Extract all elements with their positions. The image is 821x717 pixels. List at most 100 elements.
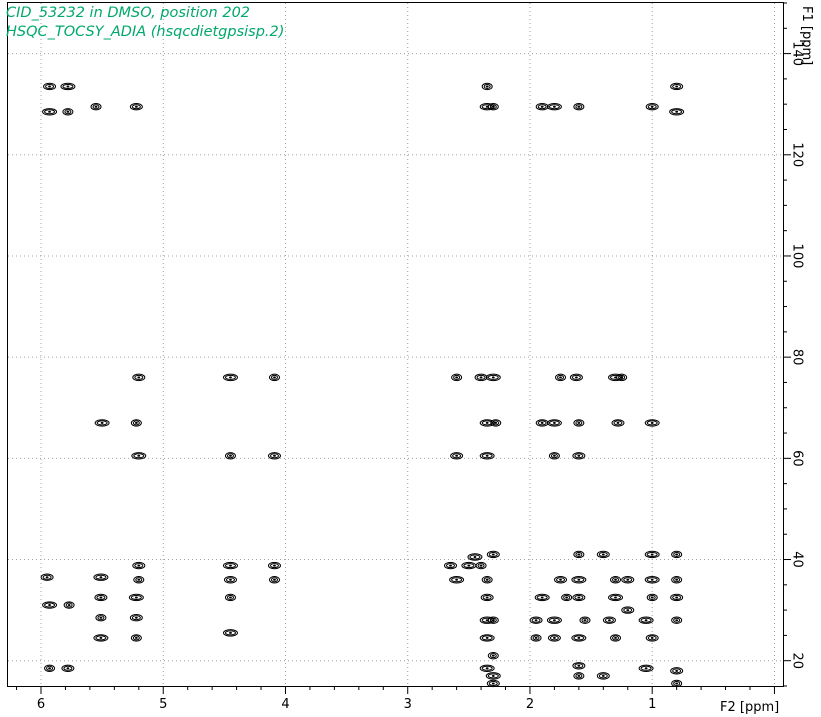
peak-contour bbox=[644, 550, 660, 559]
peak-contours bbox=[40, 82, 685, 688]
spectrum-title-line-1: CID_53232 in DMSO, position 202 bbox=[6, 5, 251, 21]
x-tick-label: 3 bbox=[404, 697, 412, 712]
peak-contour bbox=[602, 616, 616, 624]
peak-contour bbox=[645, 103, 659, 111]
peak-contour bbox=[267, 561, 281, 570]
peak-contour bbox=[62, 108, 74, 116]
peak-contour bbox=[223, 576, 237, 584]
peak-contour bbox=[571, 576, 587, 584]
x-tick-label: 5 bbox=[159, 697, 167, 712]
peak-contour bbox=[474, 373, 488, 382]
peak-contour bbox=[42, 601, 58, 609]
peak-contour bbox=[267, 452, 281, 460]
peak-contour bbox=[449, 576, 465, 584]
peak-contour bbox=[669, 108, 685, 116]
peak-contour bbox=[481, 576, 493, 584]
peak-contour bbox=[487, 651, 499, 660]
peak-contour bbox=[93, 634, 109, 642]
peak-contour bbox=[486, 679, 500, 688]
peak-contour bbox=[43, 82, 57, 91]
y-tick-label: 120 bbox=[789, 142, 804, 167]
peak-contour bbox=[479, 452, 495, 460]
peak-contour bbox=[561, 593, 573, 602]
peak-contour bbox=[268, 373, 280, 382]
peak-contour bbox=[616, 373, 628, 382]
peak-contour bbox=[60, 82, 76, 91]
peak-contour bbox=[224, 452, 236, 460]
x-axis-label: F2 [ppm] bbox=[720, 700, 779, 715]
peak-contour bbox=[671, 616, 683, 624]
peak-contour bbox=[129, 103, 143, 111]
peak-contour bbox=[451, 373, 463, 382]
x-tick-label: 1 bbox=[648, 697, 656, 712]
peak-contour bbox=[461, 561, 477, 570]
peak-contour bbox=[572, 593, 586, 602]
peak-contour bbox=[638, 616, 654, 624]
peak-contour bbox=[596, 550, 610, 559]
peak-contour bbox=[61, 664, 75, 672]
peak-contour bbox=[608, 593, 624, 602]
peak-contour bbox=[610, 576, 622, 584]
peak-contour bbox=[548, 452, 560, 460]
peak-contour bbox=[670, 667, 684, 675]
peak-contour bbox=[572, 452, 586, 460]
y-tick-label: 100 bbox=[789, 244, 804, 269]
peak-contour bbox=[535, 103, 549, 111]
peak-contour bbox=[129, 614, 143, 622]
plot-frame bbox=[7, 2, 784, 687]
y-tick-label: 140 bbox=[789, 41, 804, 66]
spectrum-title-line-2: HSQC_TOCSY_ADIA (hsqcdietgpsisp.2) bbox=[6, 24, 285, 40]
x-tick-label: 6 bbox=[37, 697, 45, 712]
peak-contour bbox=[90, 103, 102, 111]
peak-contour bbox=[573, 419, 585, 427]
peak-contour bbox=[644, 576, 660, 584]
y-tick-label: 20 bbox=[789, 652, 804, 669]
peak-contour bbox=[569, 373, 583, 382]
peak-contour bbox=[644, 419, 660, 427]
peak-contour bbox=[481, 82, 493, 91]
peak-contour bbox=[646, 593, 658, 602]
peak-contour bbox=[571, 634, 587, 642]
y-tick-label: 80 bbox=[789, 349, 804, 366]
peak-contour bbox=[222, 561, 238, 570]
peak-contour bbox=[94, 419, 110, 427]
peak-contour bbox=[40, 573, 54, 581]
peak-contour bbox=[444, 561, 458, 570]
peak-contour bbox=[546, 103, 562, 111]
peak-contour bbox=[671, 550, 683, 559]
y-axis-ticks: 20 40 60 80 100 120 140 bbox=[783, 2, 804, 687]
peak-contour bbox=[480, 593, 494, 602]
peak-contour bbox=[638, 664, 654, 672]
peak-contour bbox=[130, 634, 142, 642]
peak-contour bbox=[479, 419, 495, 427]
peak-contour bbox=[535, 419, 549, 427]
peak-contour bbox=[128, 593, 144, 602]
peak-contour bbox=[485, 672, 501, 680]
peak-contour bbox=[222, 629, 238, 637]
peak-contour bbox=[530, 634, 542, 642]
peak-contour bbox=[671, 679, 683, 688]
peak-contour bbox=[547, 634, 561, 642]
peak-contour bbox=[546, 419, 562, 427]
peak-contour bbox=[94, 593, 108, 602]
peak-contour bbox=[479, 664, 495, 672]
peak-contour bbox=[487, 616, 499, 624]
peak-contour bbox=[479, 634, 495, 642]
peak-contour bbox=[529, 616, 543, 624]
peak-contour bbox=[596, 672, 610, 680]
peak-contour bbox=[132, 561, 146, 570]
y-axis-label: F1 [ppm] bbox=[799, 6, 814, 65]
peak-contour bbox=[44, 664, 56, 672]
peak-contour bbox=[555, 373, 567, 382]
peak-contour bbox=[450, 452, 464, 460]
peak-contour bbox=[486, 550, 500, 559]
peak-contour bbox=[95, 614, 107, 622]
peak-contour bbox=[671, 576, 683, 584]
peak-contour bbox=[130, 419, 142, 427]
peak-contour bbox=[534, 593, 550, 602]
peak-contour bbox=[131, 452, 147, 460]
peak-contour bbox=[224, 593, 236, 602]
peak-contour bbox=[572, 662, 586, 670]
peak-contour bbox=[573, 672, 585, 680]
peak-contour bbox=[670, 82, 684, 91]
